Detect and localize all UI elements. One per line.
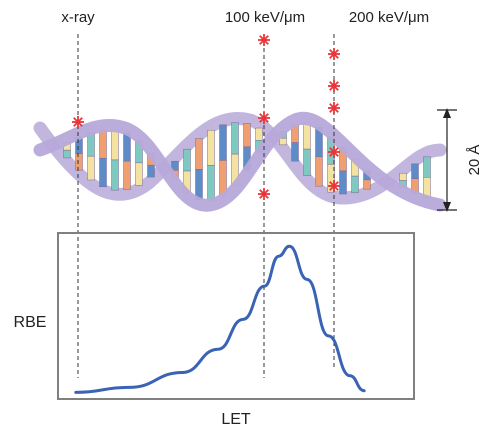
base-pair-segment [303, 148, 311, 176]
base-pair-segment [135, 162, 143, 186]
base-pair-segment [243, 123, 251, 148]
base-pair-segment [111, 129, 119, 161]
base-pair-segment [231, 122, 239, 155]
hit-star-icon [328, 146, 340, 158]
base-pair-segment [123, 160, 131, 190]
base-pair-segment [87, 155, 95, 181]
xray-label: x-ray [61, 9, 95, 26]
hit-star-icon [258, 34, 270, 46]
base-pair-segment [279, 137, 287, 146]
helix-strand-front [33, 111, 447, 212]
hit-markers [72, 34, 340, 200]
base-pair-segment [207, 165, 215, 202]
rbe-curve [74, 244, 366, 394]
base-pair-segment [423, 156, 431, 178]
rbe-chart: RBE LET [14, 232, 415, 428]
scale-label: 20 Å [466, 145, 483, 176]
let200-label: 200 keV/μm [349, 9, 429, 26]
base-pair-segment [99, 158, 107, 188]
scale-bar: 20 Å [437, 108, 483, 212]
base-pair-segment [195, 138, 203, 170]
base-pair-segment [99, 129, 107, 159]
base-pair-segment [339, 170, 347, 195]
base-pair-segment [147, 164, 155, 178]
y-axis-label: RBE [14, 314, 47, 331]
base-pair-segment [315, 156, 323, 187]
base-pair-segment [207, 129, 215, 166]
base-pair-segment [411, 163, 419, 179]
hit-star-icon [258, 112, 270, 124]
hit-star-icon [328, 102, 340, 114]
hit-star-icon [72, 116, 84, 128]
let100-label: 100 keV/μm [225, 9, 305, 26]
chart-frame [57, 232, 415, 400]
base-pair-segment [219, 124, 227, 161]
scale-arrow-up-icon [443, 108, 451, 118]
base-pair-segment [63, 149, 71, 159]
helix-strand-back [33, 112, 447, 205]
x-axis-label: LET [221, 411, 251, 428]
base-pair-segment [111, 159, 119, 191]
base-pair-segment [363, 179, 371, 190]
base-pair-segment [327, 164, 335, 193]
scale-arrow-down-icon [443, 202, 451, 212]
base-pair-segment [183, 148, 191, 172]
base-pair-segment [399, 172, 407, 181]
base-pair-segment [291, 142, 299, 162]
dna-double-helix [33, 111, 447, 212]
hit-star-icon [258, 188, 270, 200]
base-pair-segment [303, 122, 311, 150]
base-pair-segment [195, 169, 203, 201]
base-pair-segment [351, 175, 359, 194]
hit-star-icon [328, 80, 340, 92]
hit-star-icon [328, 180, 340, 192]
base-pair-segment [255, 127, 263, 141]
hit-star-icon [328, 48, 340, 60]
base-pair-segment [75, 153, 83, 171]
